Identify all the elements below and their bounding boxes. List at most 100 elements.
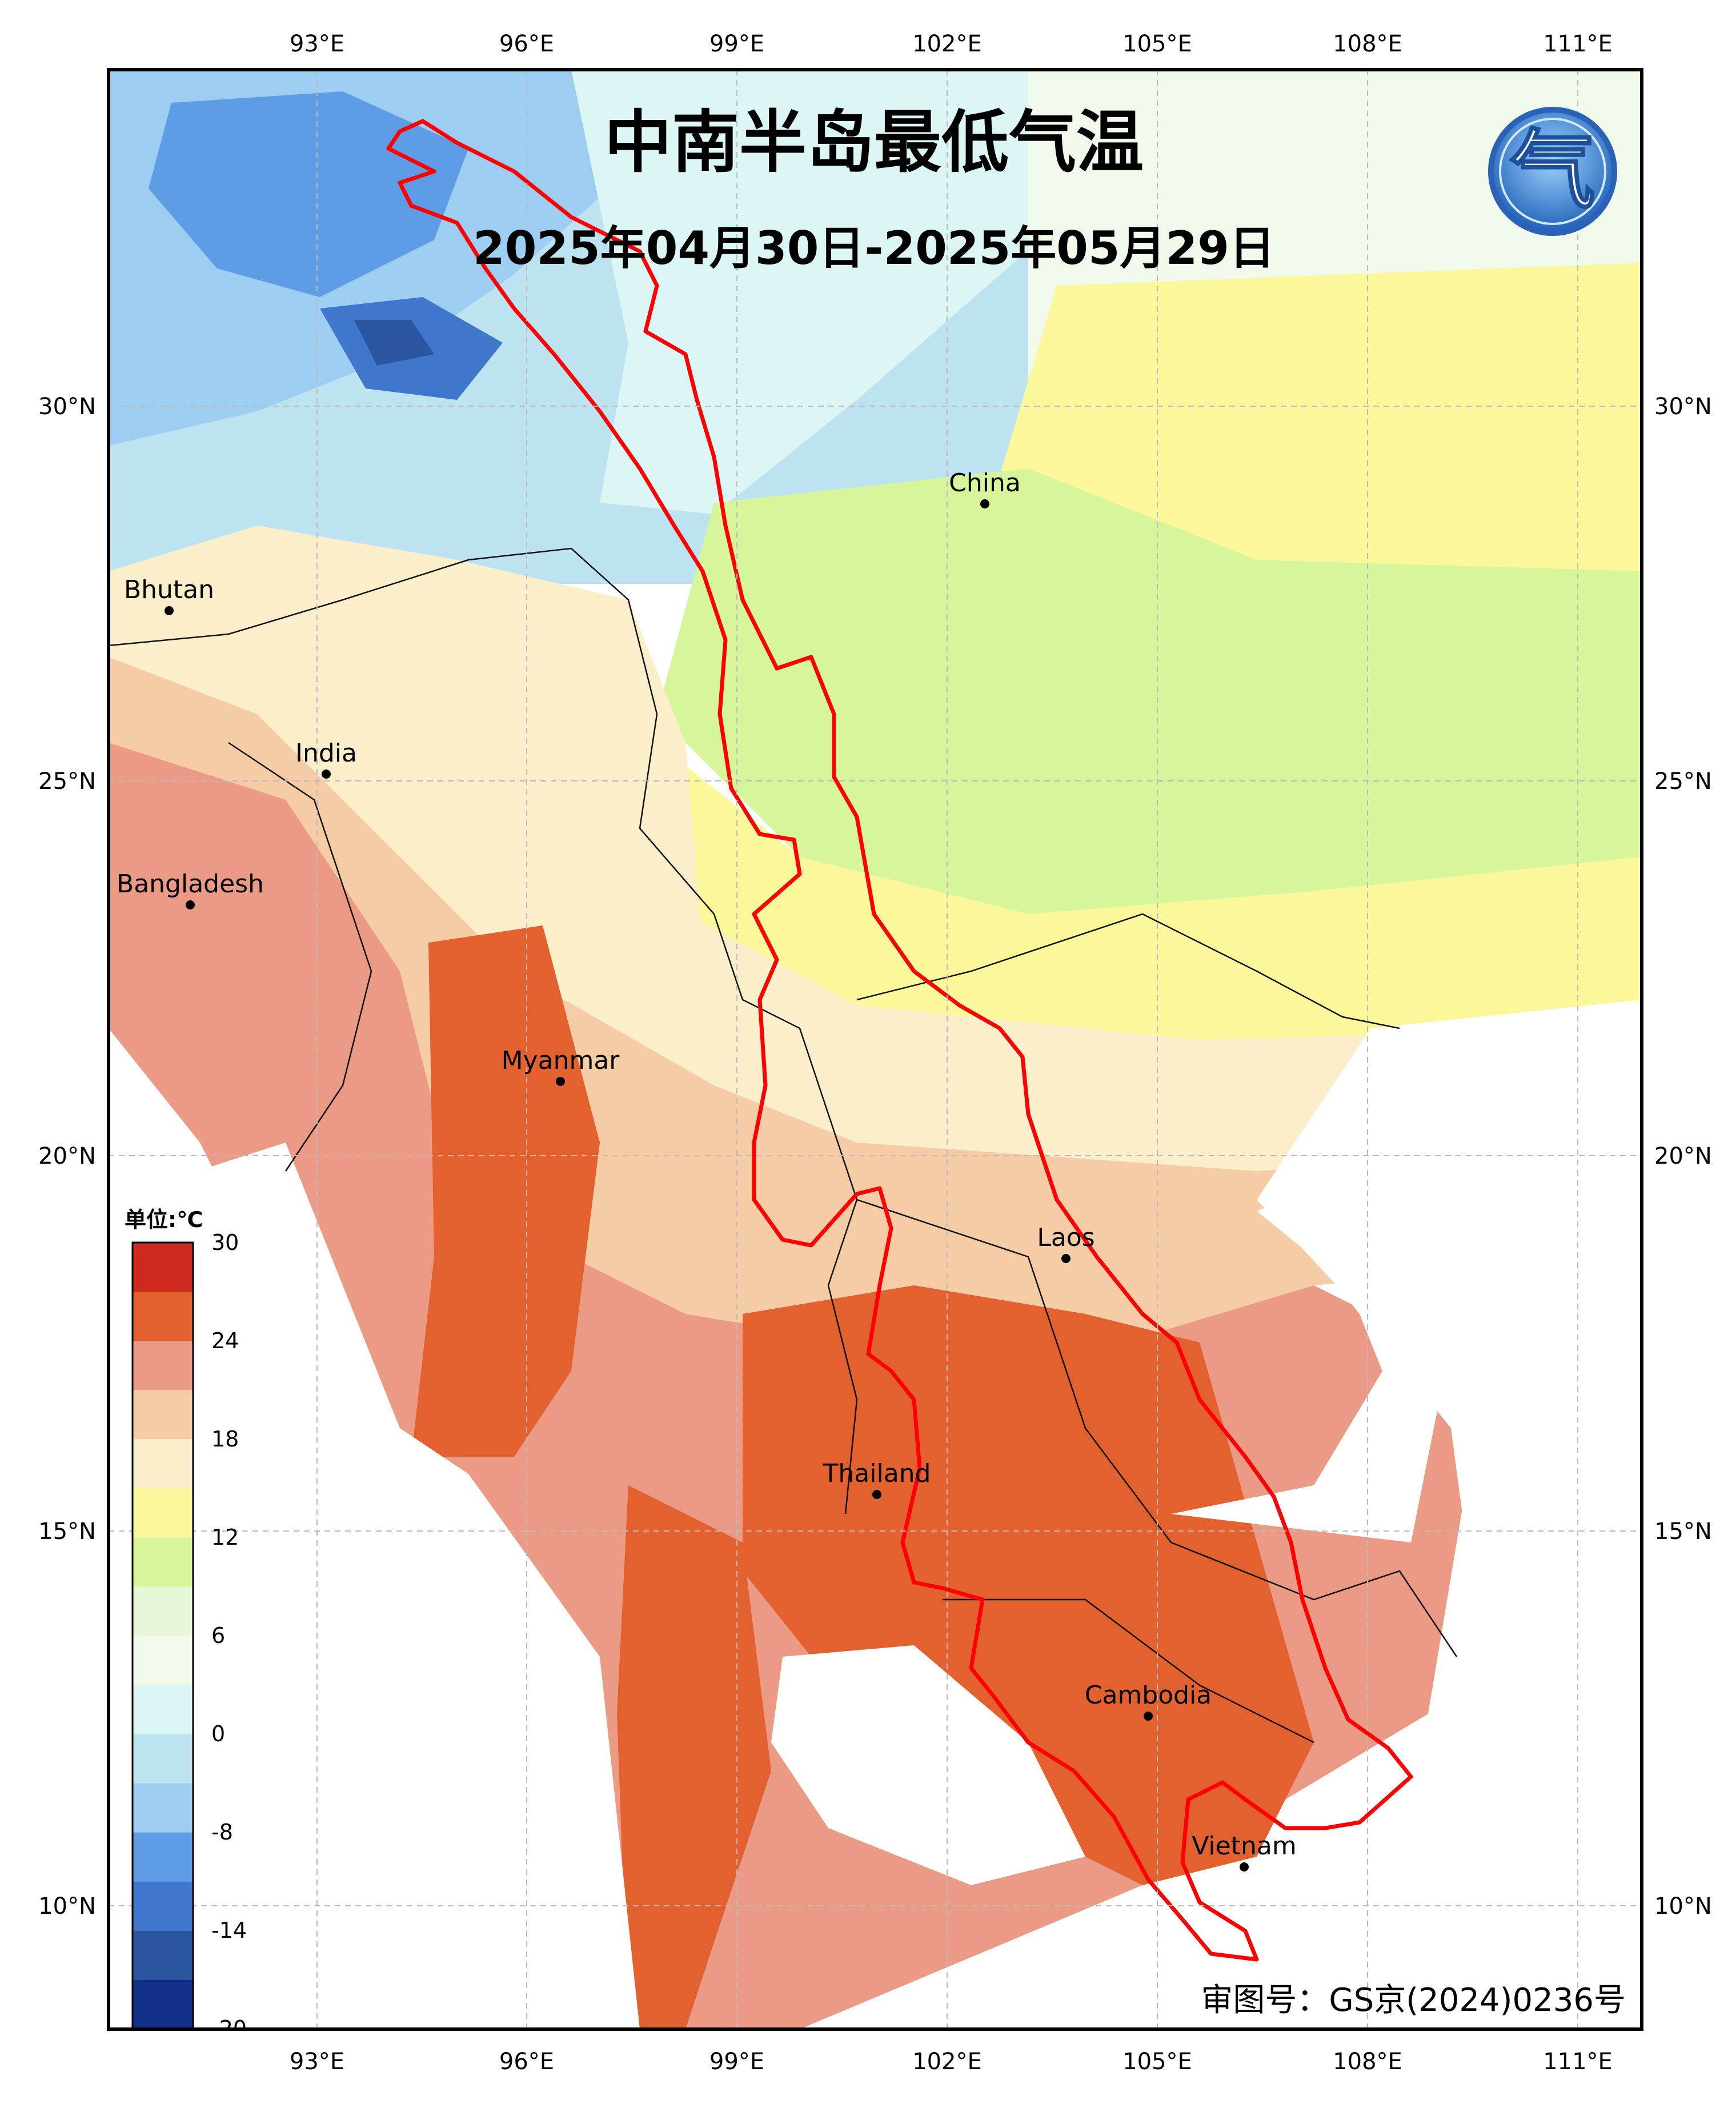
bangladesh-dot [186, 900, 195, 909]
legend-tick-neg8: -8 [211, 1820, 233, 1845]
longitude-labels-top: 93°E 96°E 99°E 102°E 105°E 108°E 111°E [290, 31, 1613, 57]
latitude-labels-right: 30°N 25°N 20°N 15°N 10°N [1654, 394, 1712, 1919]
place-myanmar: Myanmar [502, 1046, 620, 1086]
place-cambodia: Cambodia [1085, 1681, 1212, 1721]
vietnam-label: Vietnam [1192, 1832, 1296, 1861]
lat-label-right-10: 10°N [1654, 1893, 1712, 1919]
legend-colorbar [133, 1243, 193, 2029]
longitude-labels-bottom: 93°E 96°E 99°E 102°E 105°E 108°E 111°E [290, 2049, 1613, 2075]
myanmar-dot [556, 1077, 565, 1086]
border-cambodia [943, 1598, 1314, 1744]
map-content: China Bhutan India Bangladesh Myanmar La… [109, 70, 1642, 2041]
china-label: China [949, 468, 1021, 498]
legend-bin-14 [133, 1930, 193, 1981]
gulf-of-tonkin [1171, 1143, 1457, 1542]
zone-coldest [354, 320, 434, 366]
legend-bin-13 [133, 1881, 193, 1931]
legend-tick-30: 30 [211, 1230, 239, 1255]
myanmar-label: Myanmar [502, 1046, 620, 1075]
legend-bin-8 [133, 1636, 193, 1686]
lat-label-right-20: 20°N [1654, 1143, 1712, 1169]
china-dot [980, 499, 989, 508]
legend-tick-0: 0 [211, 1721, 225, 1746]
lon-label-top-93: 93°E [290, 31, 344, 57]
zone-orange-peninsula [617, 1485, 771, 2029]
legend-ticks: 30 24 18 12 6 0 -8 -14 -20 [211, 1230, 247, 2041]
bhutan-label: Bhutan [124, 575, 214, 604]
map-frame [107, 68, 1643, 2031]
legend-tick-18: 18 [211, 1426, 239, 1452]
place-india: India [295, 739, 357, 779]
zone-yellow-band [657, 743, 1642, 1040]
thailand-dot [872, 1490, 881, 1499]
lat-label-left-10: 10°N [38, 1893, 96, 1919]
lon-label-top-108: 108°E [1333, 31, 1402, 57]
place-vietnam: Vietnam [1192, 1832, 1297, 1871]
map-approval-number: 审图号：GS京(2024)0236号 [1201, 1982, 1626, 2019]
temperature-legend: 单位:℃ 30 24 18 12 6 0 -8 -14 -20 [125, 1207, 247, 2041]
legend-bin-9 [133, 1685, 193, 1735]
legend-bin-5 [133, 1488, 193, 1538]
zone-freezing [149, 91, 468, 297]
map-title: 中南半岛最低气温 [604, 103, 1144, 182]
place-bhutan: Bhutan [124, 575, 214, 615]
place-china: China [949, 468, 1021, 508]
lon-label-bottom-111: 111°E [1543, 2049, 1613, 2075]
legend-bin-7 [133, 1586, 193, 1637]
place-labels: China Bhutan India Bangladesh Myanmar La… [117, 468, 1297, 1871]
sea-areas [109, 1000, 1642, 2029]
legend-bin-2 [133, 1341, 193, 1390]
lat-label-left-20: 20°N [38, 1143, 96, 1169]
lon-label-top-99: 99°E [709, 31, 764, 57]
border-india-china-myanmar [109, 547, 858, 1514]
legend-bin-10 [133, 1734, 193, 1784]
lon-label-bottom-102: 102°E [912, 2049, 982, 2075]
legend-bin-12 [133, 1832, 193, 1882]
lon-label-bottom-96: 96°E [499, 2049, 554, 2075]
legend-tick-neg14: -14 [211, 1918, 247, 1943]
legend-unit: 单位:℃ [125, 1207, 203, 1232]
logo-ring [1499, 118, 1606, 225]
lat-label-right-15: 15°N [1654, 1518, 1712, 1545]
place-thailand: Thailand [823, 1459, 931, 1499]
legend-bin-1 [133, 1292, 193, 1341]
agency-logo: 气 [1488, 107, 1617, 236]
lon-label-top-96: 96°E [499, 31, 554, 57]
logo-circle [1488, 107, 1617, 236]
thailand-label: Thailand [823, 1459, 931, 1488]
legend-tick-12: 12 [211, 1525, 239, 1550]
border-laos-thailand [856, 1199, 1458, 1657]
india-dot [322, 770, 331, 779]
lat-label-left-30: 30°N [38, 394, 96, 420]
zone-green-band [657, 468, 1642, 914]
lon-label-top-111: 111°E [1543, 31, 1613, 57]
lat-label-left-15: 15°N [38, 1518, 96, 1545]
lon-label-top-105: 105°E [1122, 31, 1192, 57]
lon-label-bottom-99: 99°E [709, 2049, 764, 2075]
legend-bin-4 [133, 1439, 193, 1489]
cambodia-label: Cambodia [1085, 1681, 1212, 1710]
legend-tick-6: 6 [211, 1623, 225, 1648]
zone-orange-thailand [743, 1285, 1314, 1885]
zone-orange-myanmar [411, 925, 600, 1457]
lon-label-bottom-105: 105°E [1122, 2049, 1192, 2075]
map-subtitle: 2025年04月30日-2025年05月29日 [473, 222, 1275, 275]
legend-bin-11 [133, 1783, 193, 1833]
lon-label-bottom-108: 108°E [1333, 2049, 1402, 2075]
india-label: India [295, 739, 357, 768]
legend-tick-neg20: -20 [211, 2016, 247, 2041]
lat-label-right-25: 25°N [1654, 768, 1712, 795]
legend-bin-3 [133, 1390, 193, 1440]
gulf-of-thailand [771, 1645, 1085, 1885]
vietnam-dot [1240, 1862, 1249, 1871]
lat-label-left-25: 25°N [38, 768, 96, 795]
latitude-labels-left: 30°N 25°N 20°N 15°N 10°N [38, 394, 96, 1919]
laos-label: Laos [1037, 1223, 1094, 1252]
cambodia-dot [1144, 1712, 1153, 1721]
border-china-laos-vietnam [856, 913, 1400, 1029]
bangladesh-label: Bangladesh [117, 869, 264, 899]
legend-bin-6 [133, 1537, 193, 1588]
laos-dot [1061, 1254, 1071, 1263]
andaman-sea [109, 1143, 640, 2029]
mekong-basin-outline [386, 119, 1413, 1962]
